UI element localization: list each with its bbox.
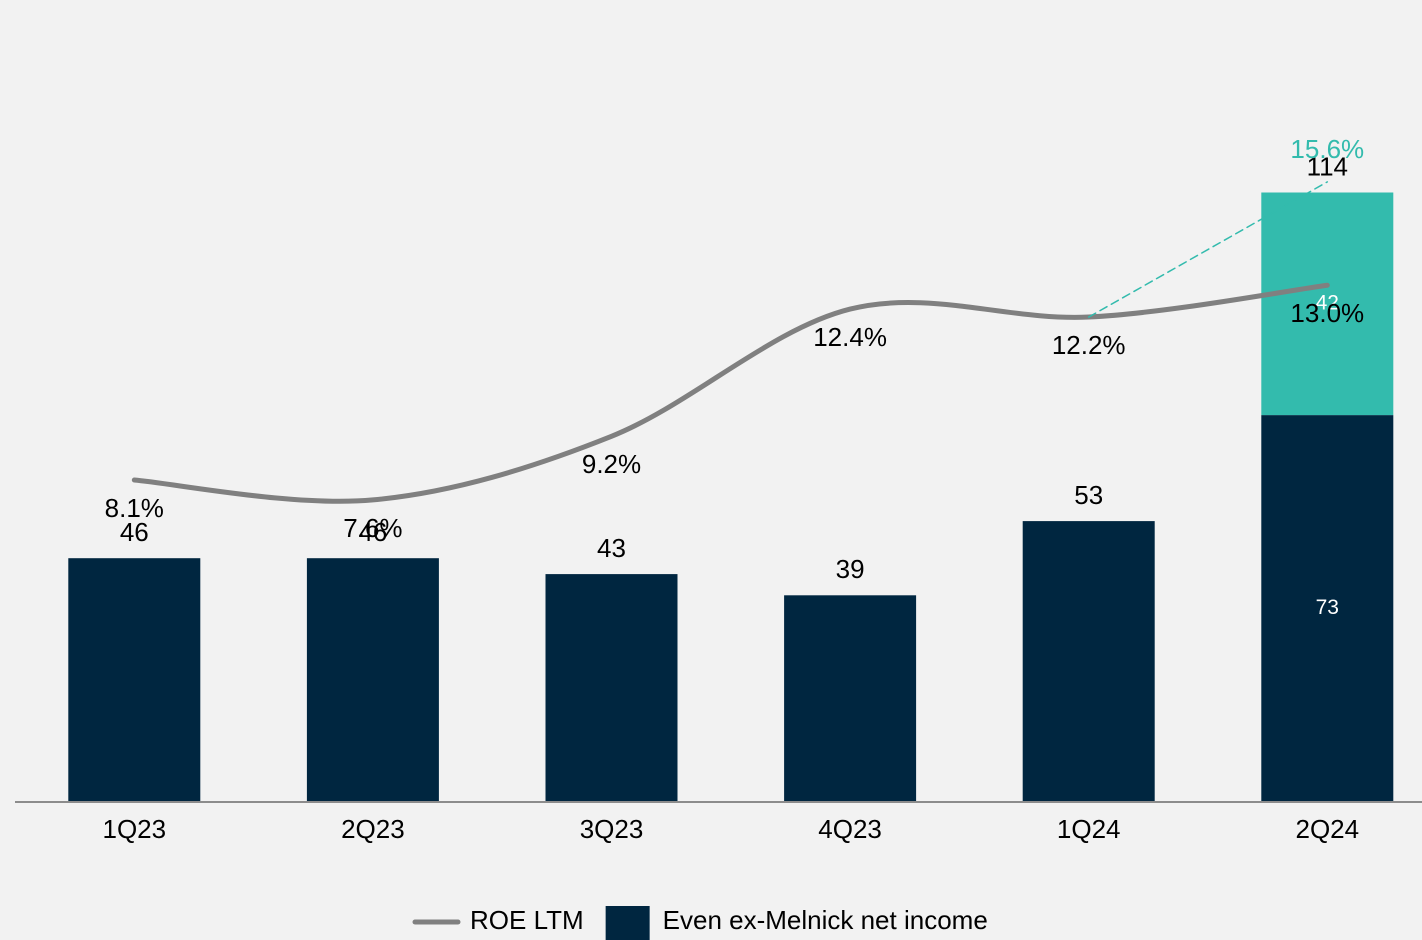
segment-label: 73: [1316, 596, 1339, 619]
line-label: 7.6%: [343, 513, 402, 543]
value-label: 53: [1074, 480, 1103, 510]
legend-label: Even ex-Melnick net income: [663, 905, 988, 935]
bar: [68, 558, 201, 802]
line-label: 9.2%: [582, 449, 641, 479]
legend-swatch: [605, 906, 650, 940]
x-tick-label: 2Q23: [341, 814, 405, 844]
line-label: 8.1%: [105, 493, 164, 523]
x-tick-label: 2Q24: [1295, 814, 1359, 844]
line-label: 12.4%: [813, 322, 887, 352]
bar: [1261, 415, 1394, 802]
x-tick-label: 4Q23: [818, 814, 882, 844]
bar: [545, 574, 678, 802]
bar: [1022, 521, 1155, 802]
x-tick-label: 1Q24: [1057, 814, 1121, 844]
legend-label: ROE LTM: [470, 905, 584, 935]
line-label: 13.0%: [1290, 298, 1364, 328]
bar: [1261, 192, 1394, 416]
value-label: 46: [358, 517, 387, 547]
x-tick-label: 1Q23: [102, 814, 166, 844]
line: [131, 282, 1330, 504]
value-label: 43: [597, 533, 626, 563]
bar: [306, 558, 439, 802]
dashed-line: [1087, 181, 1329, 318]
value-label: 46: [120, 517, 149, 547]
line-label: 12.2%: [1052, 330, 1126, 360]
bar: [784, 595, 917, 802]
segment-label: 42: [1316, 291, 1339, 314]
total-label: 114: [1307, 151, 1348, 181]
value-label: 39: [836, 554, 865, 584]
line-label: 15.6%: [1290, 134, 1364, 164]
x-tick-label: 3Q23: [580, 814, 644, 844]
